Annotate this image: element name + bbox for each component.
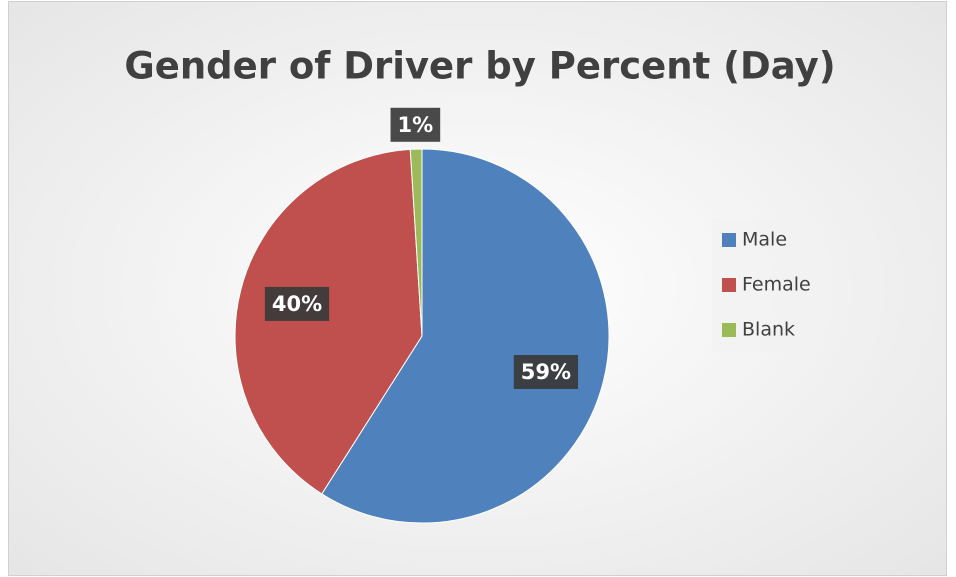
chart-title: Gender of Driver by Percent (Day): [124, 45, 835, 88]
legend-label: Female: [742, 274, 811, 296]
pie-slice: [234, 148, 423, 495]
data-label-box: [264, 286, 330, 321]
legend-swatch: [722, 233, 736, 247]
data-label-box: [513, 354, 579, 389]
data-label: 59%: [521, 360, 571, 384]
data-label: 40%: [272, 292, 322, 316]
data-label-box: [390, 107, 441, 142]
legend-label: Male: [742, 229, 787, 251]
legend-swatch: [722, 278, 736, 292]
pie-slice: [409, 148, 423, 337]
pie-slice: [321, 148, 610, 524]
legend-label: Blank: [742, 319, 795, 341]
legend-swatch: [722, 323, 736, 337]
data-label: 1%: [398, 113, 434, 137]
